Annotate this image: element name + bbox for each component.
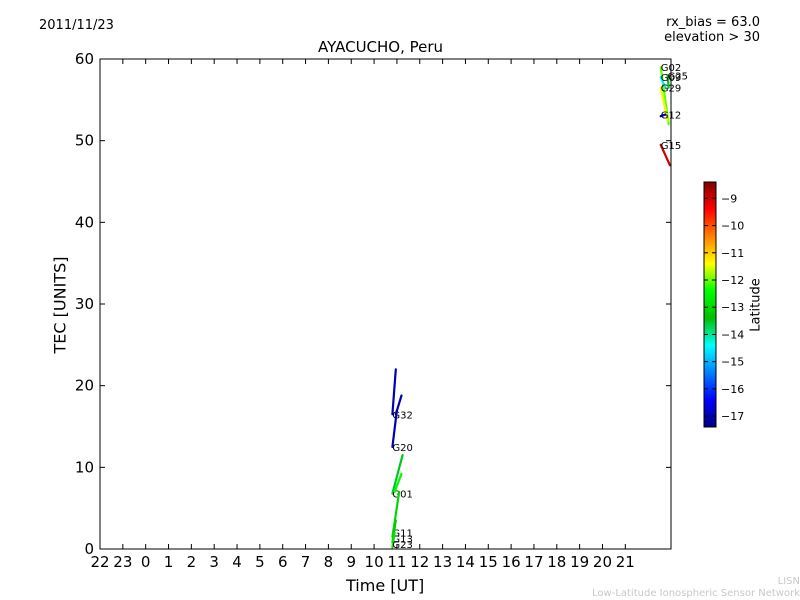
y-axis-label: TEC [UNITS]	[50, 256, 70, 354]
y-tick-label: 40	[75, 213, 94, 231]
y-tick-label: 50	[75, 132, 94, 150]
satellite-label: G23	[392, 540, 412, 551]
colorbar-tick-label: −13	[721, 301, 744, 314]
x-tick-label: 3	[209, 553, 219, 571]
y-tick-label: 0	[84, 540, 94, 558]
y-tick-label: 20	[75, 377, 94, 395]
x-axis-label: Time [UT]	[346, 576, 425, 595]
x-tick-label: 21	[616, 553, 635, 571]
x-tick-label: 7	[301, 553, 311, 571]
credit-short: LISN	[777, 576, 800, 587]
x-tick-label: 10	[365, 553, 384, 571]
chart-title: AYACUCHO, Peru	[318, 38, 444, 56]
x-tick-label: 15	[479, 553, 498, 571]
x-tick-label: 16	[502, 553, 521, 571]
x-tick-label: 1	[164, 553, 174, 571]
credit-long: Low-Latitude Ionospheric Sensor Network	[592, 588, 800, 599]
satellite-label: G20	[392, 443, 412, 454]
rx-bias-note: rx_bias = 63.0	[666, 15, 760, 30]
trace-g25	[666, 74, 670, 89]
colorbar-tick-label: −17	[721, 410, 744, 423]
x-tick-label: 23	[113, 553, 132, 571]
trace-g23	[391, 531, 396, 549]
colorbar-tick-label: −10	[721, 220, 744, 233]
x-tick-label: 0	[141, 553, 151, 571]
satellite-label: G01	[392, 489, 412, 500]
colorbar-tick-label: −16	[721, 383, 744, 396]
trace-g09	[659, 75, 667, 89]
x-tick-label: 20	[593, 553, 612, 571]
trace-g29	[659, 86, 669, 122]
trace-g01	[393, 472, 403, 493]
x-tick-label: 12	[410, 553, 429, 571]
x-tick-label: 22	[90, 553, 109, 571]
x-tick-label: 2	[187, 553, 197, 571]
x-tick-label: 6	[278, 553, 288, 571]
trace-g32	[391, 368, 397, 416]
satellite-label: G25	[668, 71, 688, 82]
x-tick-label: 13	[433, 553, 452, 571]
latitude-colorbar: −9 −10 −11 −12 −13 −14 −15 −16 −17	[703, 181, 744, 428]
trace-g12	[659, 113, 667, 118]
x-tick-label: 9	[346, 553, 356, 571]
plot-frame	[99, 58, 672, 550]
y-tick-label: 10	[75, 458, 94, 476]
chart-axes: 22 23 0 1 2 3 4 5 6 7 8 9 10 11 12 13 14 15 16 17 18 19 20 2101…	[75, 50, 671, 571]
x-tick-label: 14	[456, 553, 475, 571]
x-tick-label: 5	[255, 553, 265, 571]
colorbar-tick-label: −11	[721, 247, 744, 260]
x-tick-label: 18	[547, 553, 566, 571]
colorbar-tick-label: −14	[721, 328, 744, 341]
x-tick-label: 8	[324, 553, 334, 571]
x-tick-label: 19	[570, 553, 589, 571]
elevation-note: elevation > 30	[664, 30, 760, 45]
colorbar-tick-label: −9	[721, 192, 737, 205]
x-tick-label: 11	[387, 553, 406, 571]
trace-g15	[659, 143, 672, 167]
x-tick-label: 17	[524, 553, 543, 571]
x-tick-label: 4	[232, 553, 242, 571]
y-tick-label: 60	[75, 50, 94, 68]
colorbar-label: Latitude	[748, 278, 764, 332]
satellite-label: G13	[392, 534, 412, 545]
satellite-label: G11	[392, 529, 412, 540]
trace-g20	[391, 409, 398, 448]
colorbar-tick-label: −12	[721, 274, 744, 287]
y-tick-label: 30	[75, 295, 94, 313]
trace-g01	[391, 454, 404, 495]
date-label: 2011/11/23	[39, 18, 114, 33]
colorbar-gradient	[703, 181, 717, 428]
satellite-label: G32	[392, 410, 412, 421]
colorbar-tick-label: −15	[721, 356, 744, 369]
